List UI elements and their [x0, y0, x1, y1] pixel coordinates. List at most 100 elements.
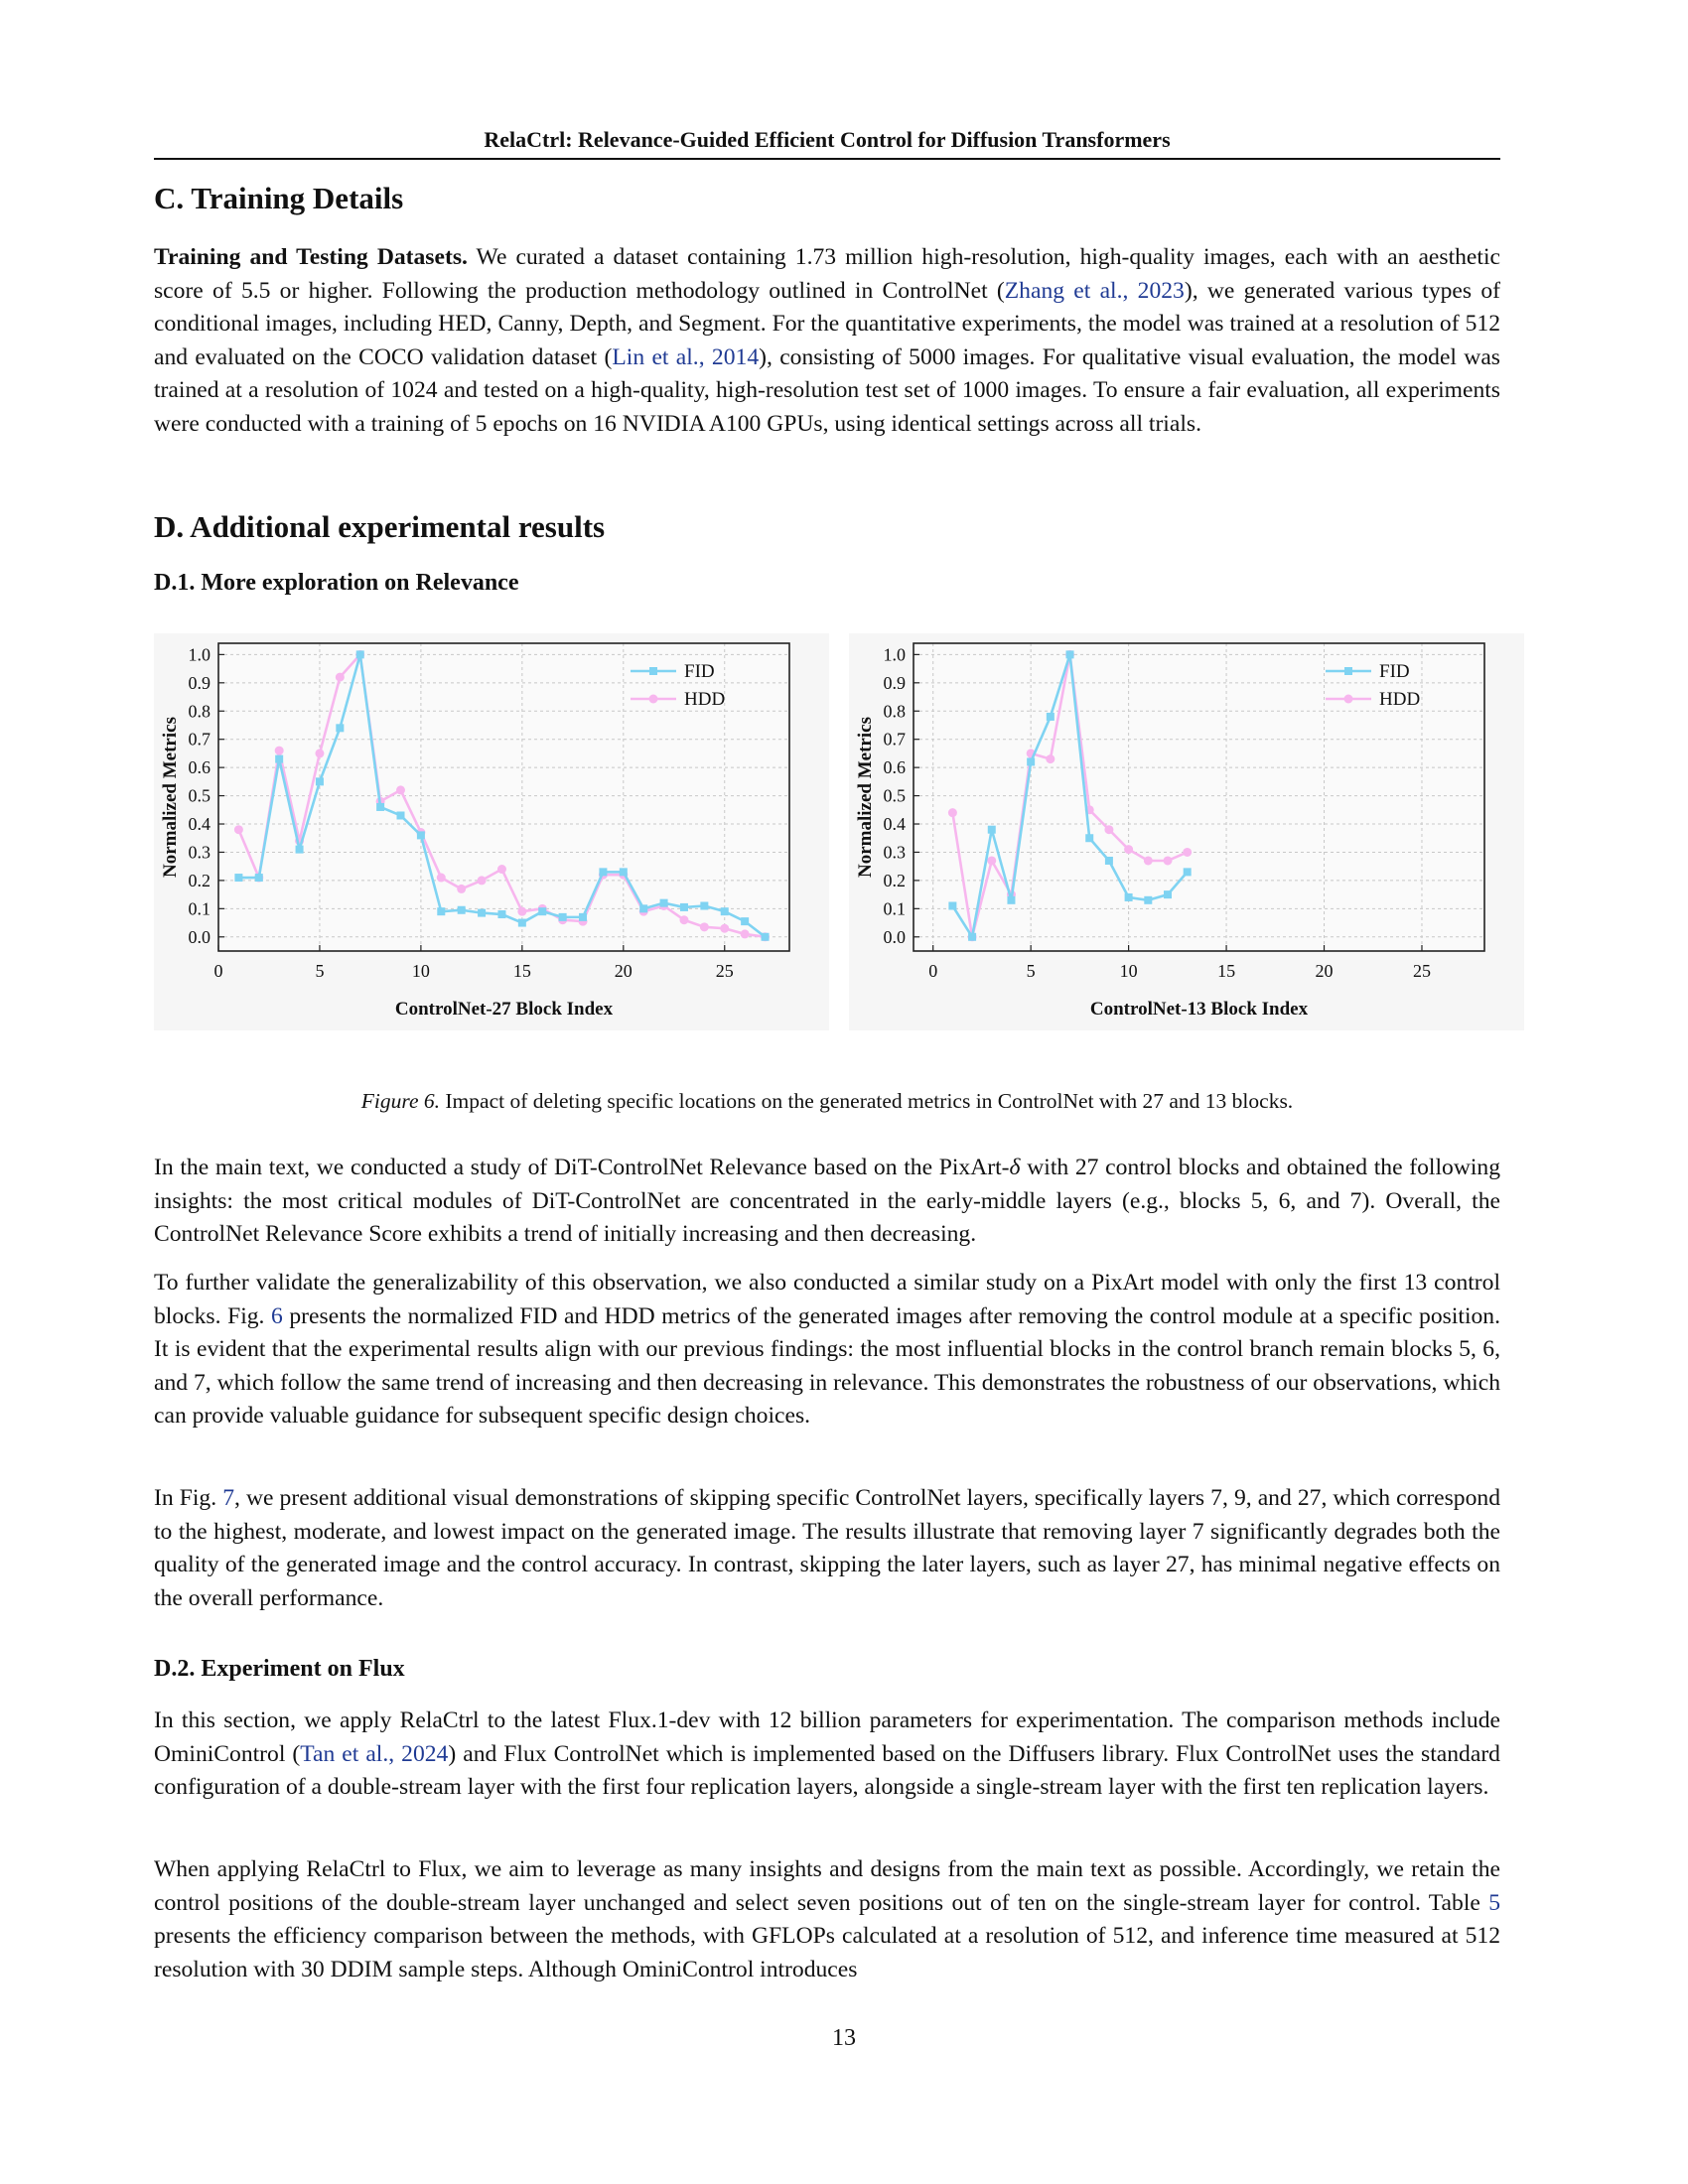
legend-marker-hdd	[1343, 694, 1353, 704]
data-point-hdd	[477, 876, 487, 886]
y-tick-label: 0.6	[189, 757, 211, 777]
data-point-hdd	[233, 825, 243, 835]
data-point-fid	[497, 910, 506, 919]
citation-link[interactable]: Tan et al., 2024	[300, 1740, 449, 1767]
y-tick-label: 0.9	[884, 673, 907, 693]
data-point-fid	[254, 874, 263, 883]
citation-link[interactable]: Zhang et al., 2023	[1004, 277, 1185, 304]
section-d-heading: D. Additional experimental results	[154, 509, 606, 544]
y-tick-label: 0.6	[884, 757, 907, 777]
data-point-hdd	[720, 923, 730, 933]
page-number: 13	[832, 2025, 856, 2051]
paragraph-text: We curated a dataset containing 1.73 mil…	[154, 244, 1500, 304]
caption-text: Impact of deleting specific locations on…	[440, 1089, 1294, 1113]
data-point-fid	[558, 912, 567, 921]
section-c-heading: C. Training Details	[154, 181, 404, 215]
x-tick-label: 10	[412, 961, 430, 981]
paragraph-text: , we present additional visual demonstra…	[154, 1485, 1500, 1611]
data-point-fid	[478, 908, 487, 917]
x-tick-label: 25	[1413, 961, 1431, 981]
paragraph-text: ), we generated various types of conditi…	[154, 277, 1500, 370]
y-tick-label: 0.7	[189, 730, 211, 750]
data-point-fid	[336, 724, 345, 733]
y-tick-label: 0.9	[189, 673, 211, 693]
paragraph: To further validate the generalizability…	[154, 1267, 1500, 1433]
data-point-fid	[1085, 834, 1094, 843]
running-title: RelaCtrl: Relevance-Guided Efficient Con…	[484, 127, 1171, 152]
legend-label-hdd: HDD	[1379, 689, 1420, 710]
plot-area	[218, 643, 789, 951]
data-point-fid	[416, 831, 425, 840]
chart-13-svg: 0.0 0.1 0.2 0.3 0.4 0.5 0.6 0.7 0.8 0.9 1.0 0 5 10 15 2…	[849, 633, 1524, 1030]
data-point-hdd	[679, 915, 689, 925]
data-point-fid	[987, 825, 996, 834]
data-point-fid	[741, 917, 750, 926]
axes-frame	[217, 642, 790, 952]
paragraph-text: In the main text, we conducted a study o…	[154, 1155, 1010, 1180]
paragraph-text: ) and Flux ControlNet which is implement…	[154, 1740, 1500, 1801]
data-point-hdd	[335, 672, 345, 682]
data-point-fid	[315, 777, 324, 786]
d2-paragraph-2: When applying RelaCtrl to Flux, we aim t…	[154, 1853, 1500, 1986]
x-tick-label: 25	[716, 961, 734, 981]
data-point-hdd	[274, 746, 284, 755]
data-point-fid	[619, 868, 628, 877]
subsection-d1-heading: D.1. More exploration on Relevance	[154, 570, 519, 596]
d1-paragraph-2: To further validate the generalizability…	[154, 1267, 1500, 1433]
x-tick-label: 15	[1217, 961, 1235, 981]
paragraph-text: To further validate the generalizability…	[154, 1270, 1500, 1329]
data-point-fid	[720, 907, 729, 916]
d1-paragraph-1: In the main text, we conducted a study o…	[154, 1152, 1500, 1252]
y-tick-label: 0.2	[884, 871, 907, 890]
data-point-fid	[1144, 895, 1153, 904]
y-tick-label: 0.0	[884, 927, 907, 947]
y-tick-label: 0.3	[884, 842, 907, 862]
data-point-fid	[1124, 892, 1133, 901]
section-d: D. Additional experimental results	[154, 509, 1500, 545]
y-tick-label: 1.0	[884, 644, 907, 664]
header-rule	[154, 158, 1500, 160]
data-point-fid	[234, 874, 243, 883]
paragraph: When applying RelaCtrl to Flux, we aim t…	[154, 1853, 1500, 1986]
data-point-fid	[579, 912, 588, 921]
data-point-fid	[376, 802, 385, 811]
paragraph: In the main text, we conducted a study o…	[154, 1152, 1500, 1252]
data-point-fid	[639, 904, 648, 913]
citation-link[interactable]: Lin et al., 2014	[612, 343, 760, 370]
delta-symbol: δ	[1009, 1155, 1021, 1180]
y-tick-label: 0.0	[189, 927, 211, 947]
data-point-hdd	[947, 808, 957, 818]
x-axis-label: ControlNet-13 Block Index	[1090, 999, 1309, 1020]
y-axis-label: Normalized Metrics	[160, 717, 181, 878]
table-ref-link[interactable]: 5	[1488, 1889, 1500, 1916]
y-tick-label: 0.4	[884, 814, 907, 834]
data-point-hdd	[496, 865, 506, 875]
data-point-fid	[396, 811, 405, 820]
legend-marker-fid	[649, 667, 657, 675]
d2-paragraph-1: In this section, we apply RelaCtrl to th…	[154, 1705, 1500, 1805]
data-point-hdd	[1163, 856, 1173, 866]
y-tick-label: 0.1	[189, 898, 211, 918]
chart-27-svg: 0.0 0.1 0.2 0.3 0.4 0.5 0.6 0.7 0.8 0.9 1.0 0 5 10 15 2…	[154, 633, 829, 1030]
data-point-hdd	[740, 929, 750, 939]
x-axis-label: ControlNet-27 Block Index	[395, 999, 614, 1020]
subsection-d2-heading: D.2. Experiment on Flux	[154, 1656, 405, 1682]
chart-controlnet-27: 0.0 0.1 0.2 0.3 0.4 0.5 0.6 0.7 0.8 0.9 1.0 0 5 10 15 2…	[154, 633, 829, 1030]
legend-marker-hdd	[648, 694, 658, 704]
paragraph-text: When applying RelaCtrl to Flux, we aim t…	[154, 1856, 1500, 1916]
y-tick-label: 0.5	[189, 786, 211, 806]
x-tick-label: 5	[315, 961, 324, 981]
y-tick-label: 0.8	[189, 701, 211, 721]
data-point-hdd	[1124, 845, 1134, 855]
data-point-hdd	[1104, 825, 1114, 835]
figure-ref-link[interactable]: 6	[271, 1302, 283, 1329]
data-point-fid	[1183, 868, 1192, 877]
data-point-fid	[1007, 895, 1016, 904]
data-point-fid	[275, 754, 284, 763]
figure-ref-link[interactable]: 7	[222, 1485, 234, 1511]
paragraph: In this section, we apply RelaCtrl to th…	[154, 1705, 1500, 1805]
data-point-fid	[968, 932, 977, 941]
paragraph-text: In this section, we apply RelaCtrl to th…	[154, 1707, 1500, 1767]
data-point-fid	[700, 901, 709, 910]
